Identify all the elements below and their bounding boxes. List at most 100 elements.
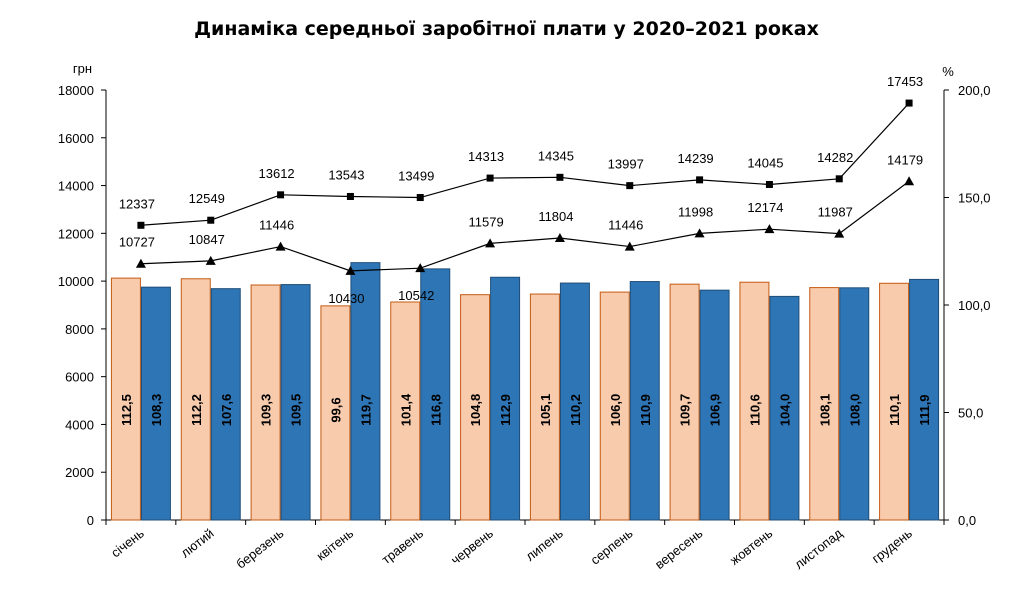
x-tick-label: жовтень — [727, 525, 775, 567]
y-left-tick-label: 4000 — [65, 417, 94, 432]
line1-point — [207, 216, 215, 224]
bar-series1 — [739, 281, 770, 521]
y-left-tick-label: 10000 — [58, 274, 94, 289]
line1-point — [765, 180, 773, 188]
line-series2 — [140, 180, 910, 272]
bar-value-label: 119,7 — [358, 394, 373, 426]
labels: 112,5 112,2 109,3 99,6 101,4 104,8 105,1 106,0 1… — [119, 74, 932, 426]
y-right-tick-label: 100,0 — [958, 298, 991, 313]
bar-series1 — [879, 282, 910, 521]
line1-value-label: 13612 — [259, 166, 295, 181]
bar-series2 — [629, 281, 660, 521]
x-tick-label: грудень — [869, 525, 915, 566]
line1-point — [346, 192, 354, 200]
line2-point — [764, 224, 775, 234]
line2-value-label: 11446 — [608, 218, 643, 233]
bar-value-label: 104,8 — [468, 394, 483, 427]
line2-point — [205, 255, 216, 265]
line1-point — [137, 221, 145, 229]
x-tick-label: липень — [523, 525, 566, 563]
y-left-tick-label: 2000 — [65, 465, 94, 480]
bar-value-label: 108,3 — [149, 394, 164, 427]
line2-value-label: 10727 — [119, 235, 155, 250]
line2-value-label: 14179 — [887, 152, 923, 167]
y-left-tick-label: 12000 — [58, 226, 94, 241]
y-right-tick-label: 200,0 — [958, 83, 991, 98]
bar-series2 — [280, 284, 311, 521]
y-left-tick-label: 0 — [87, 513, 94, 528]
y-left-tick-label: 14000 — [58, 179, 94, 194]
x-tick-label: квітень — [314, 525, 357, 563]
line2-value-label: 11987 — [818, 205, 853, 220]
y-left-unit: грн — [73, 61, 92, 76]
line2-point — [904, 176, 915, 186]
bar-series1 — [180, 278, 211, 521]
line1-value-label: 14345 — [538, 148, 574, 163]
bar-value-label: 112,5 — [119, 394, 134, 426]
line1-point — [905, 99, 913, 107]
y-right-tick-label: 50,0 — [958, 406, 983, 421]
bar-value-label: 110,6 — [747, 394, 762, 426]
bar-series1 — [460, 294, 491, 521]
bar-value-label: 101,4 — [398, 393, 413, 426]
line1-point — [416, 194, 424, 202]
line1-value-label: 13997 — [608, 157, 644, 172]
bar-value-label: 109,5 — [289, 394, 304, 427]
y-left-tick-label: 6000 — [65, 370, 94, 385]
x-tick-label: червень — [448, 525, 496, 567]
bar-value-label: 108,0 — [847, 394, 862, 427]
bar-value-label: 109,3 — [259, 394, 274, 427]
line2-point — [624, 241, 635, 251]
bar-series1 — [529, 293, 560, 521]
bar-value-label: 104,0 — [777, 394, 792, 427]
line1-value-label: 14239 — [678, 151, 714, 166]
line2-point — [275, 241, 286, 251]
bar-series2 — [140, 286, 171, 521]
bar-value-label: 106,9 — [708, 394, 723, 427]
chart-title: Динаміка середньої заробітної плати у 20… — [194, 18, 819, 40]
bar-series2 — [909, 278, 940, 521]
bar-value-label: 110,2 — [568, 394, 583, 426]
line1-value-label: 13499 — [398, 169, 434, 184]
line1-point — [696, 176, 704, 184]
y-left-tick-label: 16000 — [58, 131, 94, 146]
line2-point — [485, 238, 496, 248]
bar-series2 — [210, 288, 241, 521]
bar-series1 — [250, 284, 281, 521]
bar-value-label: 99,6 — [328, 397, 343, 422]
line2-value-label: 11579 — [468, 214, 503, 229]
line2-value-label: 10542 — [398, 288, 434, 303]
line2-point — [694, 228, 705, 238]
x-tick-label: травень — [379, 525, 427, 567]
line1-point — [835, 175, 843, 183]
bar-value-label: 105,1 — [538, 394, 553, 427]
line1-point — [277, 191, 285, 199]
line2-value-label: 11804 — [538, 209, 573, 224]
bar-value-label: 110,9 — [638, 394, 653, 426]
line2-point — [345, 265, 356, 275]
lines — [135, 99, 915, 275]
line2-point — [135, 258, 146, 268]
bar-series2 — [839, 287, 870, 521]
x-tick-label: вересень — [652, 525, 706, 572]
line1-value-label: 14282 — [817, 150, 853, 165]
bar-series2 — [769, 295, 800, 521]
bar-value-label: 109,7 — [678, 394, 693, 427]
bar-value-label: 108,1 — [817, 394, 832, 427]
bar-value-label: 107,6 — [219, 394, 234, 427]
line1-point — [556, 173, 564, 181]
bar-series1 — [809, 287, 840, 521]
bars — [110, 262, 940, 521]
x-tick-label: листопад — [792, 525, 846, 572]
y-left-tick-label: 18000 — [58, 83, 94, 98]
bar-series2 — [350, 262, 381, 521]
line1-value-label: 12549 — [189, 191, 225, 206]
bar-value-label: 116,8 — [428, 394, 443, 426]
bar-value-label: 110,1 — [887, 394, 902, 426]
line-series1 — [140, 102, 910, 226]
y-left-tick-label: 8000 — [65, 322, 94, 337]
y-right-unit: % — [942, 64, 954, 79]
x-tick-label: березень — [233, 525, 286, 571]
x-tick-label: лютий — [178, 526, 217, 561]
bar-series2 — [699, 289, 730, 521]
